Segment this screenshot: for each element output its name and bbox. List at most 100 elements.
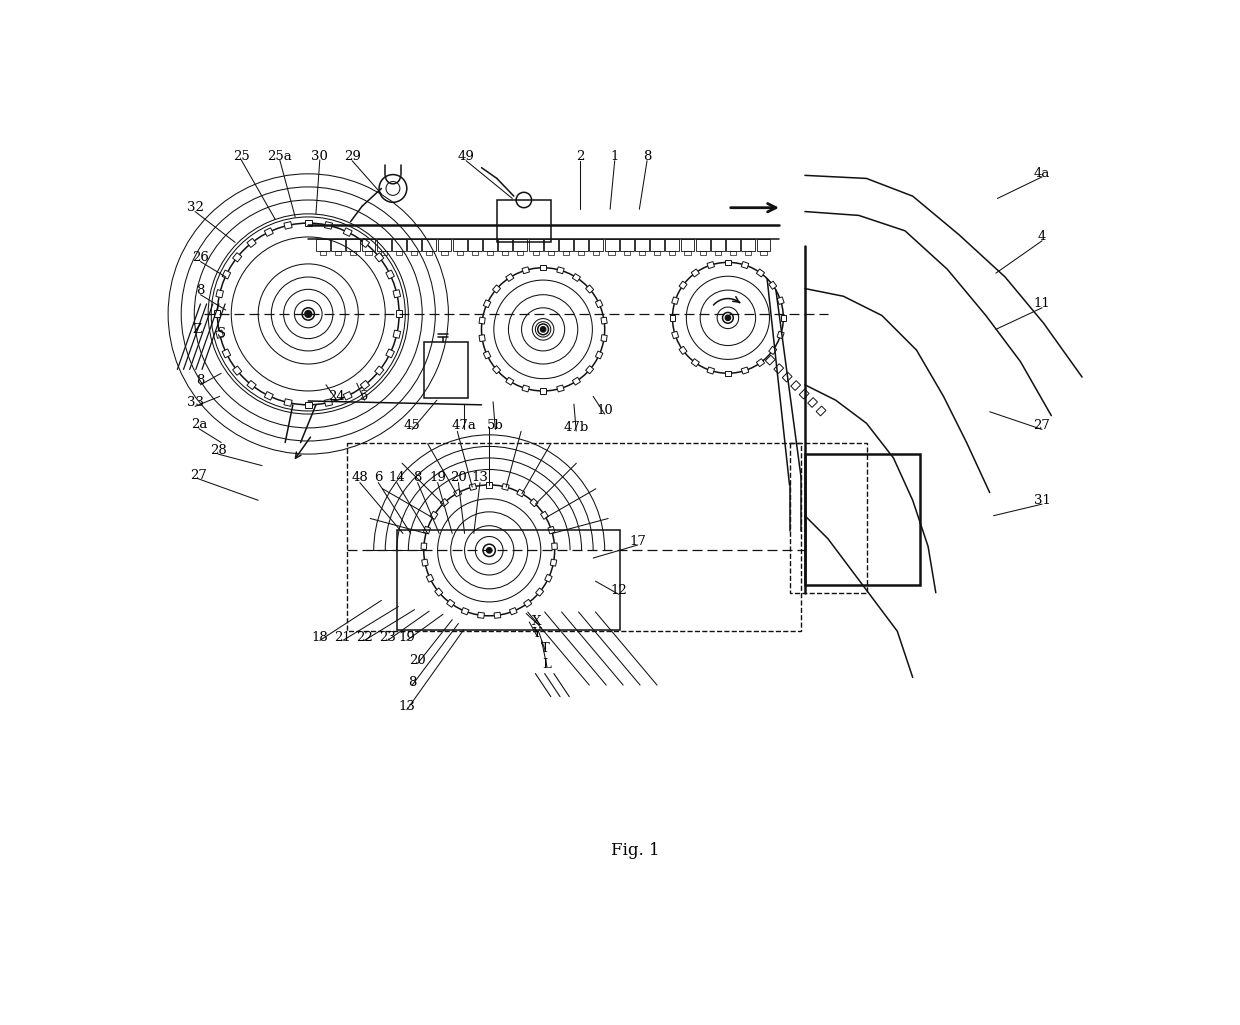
Text: 4a: 4a: [1034, 166, 1050, 179]
Polygon shape: [343, 228, 352, 237]
Bar: [484, 239, 497, 251]
Bar: [635, 239, 649, 251]
Circle shape: [487, 548, 491, 552]
Text: 13: 13: [471, 470, 489, 484]
Text: 13: 13: [398, 700, 415, 713]
Text: Fig. 1: Fig. 1: [611, 843, 660, 859]
Text: 14: 14: [388, 470, 405, 484]
Bar: [377, 239, 391, 251]
Polygon shape: [454, 489, 461, 497]
Bar: [335, 251, 341, 254]
Text: 26: 26: [192, 251, 208, 264]
Bar: [742, 239, 755, 251]
Polygon shape: [522, 385, 529, 392]
Bar: [346, 239, 360, 251]
Polygon shape: [305, 220, 311, 227]
Polygon shape: [777, 297, 784, 304]
Polygon shape: [680, 281, 687, 289]
Bar: [760, 251, 766, 254]
Polygon shape: [305, 402, 311, 408]
Polygon shape: [601, 317, 608, 324]
Bar: [730, 251, 737, 254]
Text: 18: 18: [311, 630, 329, 644]
Text: 24: 24: [329, 390, 345, 403]
Bar: [681, 239, 694, 251]
Text: 21: 21: [335, 630, 351, 644]
Bar: [350, 251, 356, 254]
Polygon shape: [552, 543, 558, 549]
Polygon shape: [769, 346, 776, 355]
Bar: [745, 251, 751, 254]
Polygon shape: [544, 574, 552, 582]
Bar: [407, 239, 420, 251]
Polygon shape: [691, 359, 699, 367]
Bar: [624, 251, 630, 254]
Polygon shape: [691, 269, 699, 277]
Polygon shape: [791, 380, 801, 391]
Bar: [593, 251, 599, 254]
Text: 45: 45: [404, 419, 420, 433]
Polygon shape: [440, 498, 449, 506]
Polygon shape: [216, 330, 223, 338]
Polygon shape: [707, 367, 714, 374]
Text: 11: 11: [1034, 297, 1050, 311]
Text: 5: 5: [361, 390, 368, 403]
Text: 28: 28: [210, 444, 227, 457]
Text: 8: 8: [196, 284, 205, 297]
Polygon shape: [430, 511, 438, 520]
Polygon shape: [541, 388, 546, 394]
Text: 2: 2: [575, 150, 584, 163]
Circle shape: [723, 313, 733, 323]
Bar: [699, 251, 706, 254]
Polygon shape: [595, 351, 603, 359]
Bar: [438, 239, 451, 251]
Bar: [381, 251, 387, 254]
Polygon shape: [725, 259, 732, 265]
Text: 10: 10: [596, 404, 613, 417]
Text: 32: 32: [187, 201, 203, 214]
Polygon shape: [756, 359, 765, 367]
Bar: [574, 239, 588, 251]
Polygon shape: [506, 377, 513, 385]
Polygon shape: [523, 600, 532, 607]
Text: 20: 20: [450, 470, 466, 484]
Polygon shape: [800, 390, 808, 399]
Polygon shape: [325, 221, 332, 230]
Polygon shape: [541, 511, 548, 520]
Text: 8: 8: [413, 470, 422, 484]
Polygon shape: [469, 484, 476, 490]
Bar: [513, 239, 527, 251]
Polygon shape: [506, 274, 513, 282]
Bar: [424, 342, 469, 398]
Bar: [392, 239, 405, 251]
Polygon shape: [510, 608, 517, 615]
Text: 4: 4: [1038, 231, 1047, 244]
Polygon shape: [386, 348, 394, 358]
Polygon shape: [536, 588, 543, 597]
Polygon shape: [361, 239, 370, 247]
Text: 31: 31: [1034, 494, 1050, 506]
Polygon shape: [585, 366, 594, 374]
Polygon shape: [670, 315, 675, 321]
Text: 12: 12: [610, 584, 627, 597]
Text: 47b: 47b: [564, 420, 589, 434]
Polygon shape: [479, 317, 485, 324]
Polygon shape: [782, 372, 792, 382]
Bar: [427, 251, 433, 254]
Polygon shape: [484, 300, 491, 308]
Text: 47a: 47a: [451, 419, 476, 433]
Polygon shape: [215, 311, 221, 318]
Circle shape: [538, 324, 548, 335]
Polygon shape: [494, 612, 501, 618]
Polygon shape: [393, 330, 401, 338]
Polygon shape: [551, 559, 557, 566]
Polygon shape: [222, 348, 231, 358]
Polygon shape: [247, 380, 257, 390]
Text: 19: 19: [398, 630, 415, 644]
Polygon shape: [816, 406, 826, 416]
Text: 19: 19: [429, 470, 446, 484]
Text: 20: 20: [409, 654, 427, 667]
Polygon shape: [427, 574, 434, 582]
Polygon shape: [557, 385, 564, 392]
Bar: [453, 239, 466, 251]
